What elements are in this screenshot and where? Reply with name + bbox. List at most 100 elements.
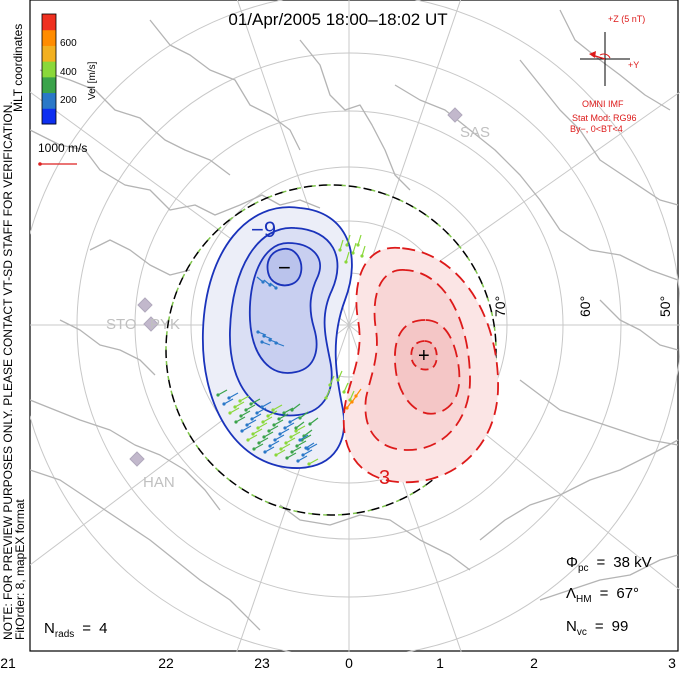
velocity-vector-origin <box>267 429 271 433</box>
coastline <box>519 59 679 206</box>
velocity-scale-label: 1000 m/s <box>38 141 87 155</box>
coastline <box>89 239 191 276</box>
velocity-vector <box>284 422 295 429</box>
n-rads-symbol: N <box>44 620 55 637</box>
latitude-labels: 70° 60° 50° <box>492 296 673 317</box>
velocity-vector-origin <box>350 400 354 404</box>
velocity-vector <box>278 413 289 420</box>
velocity-vector-origin <box>256 330 260 334</box>
velocity-vector-origin <box>268 338 272 342</box>
velocity-vector <box>329 375 335 386</box>
station-label-pyk: PYK <box>150 316 180 333</box>
velocity-vector-origin <box>249 402 253 406</box>
velocity-vector-origin <box>222 402 226 406</box>
velocity-vector <box>262 416 273 423</box>
velocity-vector-origin <box>263 450 267 454</box>
velocity-vector <box>295 425 306 432</box>
negative-potential-cell <box>202 206 353 469</box>
velocity-vector-origin <box>272 423 276 427</box>
lambda-hm-sub: HM <box>576 594 592 605</box>
velocity-vector-origin <box>227 396 231 400</box>
velocity-vector-origin <box>298 416 302 420</box>
coastline <box>30 469 261 631</box>
mlt-tick-1: 1 <box>436 655 444 671</box>
colorbar-swatch <box>42 92 56 109</box>
velocity-vector-origin <box>308 422 312 426</box>
velocity-vector <box>257 422 268 429</box>
velocity-vector <box>269 440 280 447</box>
velocity-vector-origin <box>256 426 260 430</box>
velocity-vector <box>275 449 286 456</box>
velocity-vector <box>235 416 246 423</box>
lat-label-50: 50° <box>657 296 673 317</box>
velocity-vector-origin <box>348 398 352 402</box>
station-marker-sas <box>447 107 463 123</box>
velocity-vector-origin <box>285 456 289 460</box>
velocity-vector-origin <box>294 426 298 430</box>
neg-extremum-marker: − <box>278 255 291 280</box>
velocity-vector <box>339 239 344 251</box>
velocity-vector <box>291 403 301 411</box>
velocity-vector-origin <box>257 441 261 445</box>
velocity-vector <box>346 234 351 246</box>
velocity-vector-origin <box>278 432 282 436</box>
station-markers <box>129 107 463 467</box>
velocity-vector-origin <box>245 423 249 427</box>
velocity-vector <box>258 437 269 444</box>
velocity-vector-origin <box>262 334 266 338</box>
velocity-vector <box>239 395 250 402</box>
coastline <box>39 69 231 176</box>
colorbar-swatch <box>42 29 56 46</box>
velocity-vector <box>290 431 301 438</box>
coastline <box>479 439 679 541</box>
velocity-vector-origin <box>234 420 238 424</box>
velocity-vector-origin <box>345 406 349 410</box>
n-vc-symbol: N <box>566 618 577 635</box>
velocity-vector <box>345 251 350 263</box>
coastline <box>30 399 221 511</box>
velocity-vector-origin <box>354 394 358 398</box>
map-layer: SAS STO PYK HAN 70° 60° 50° − <box>30 0 680 652</box>
velocity-vector-origin <box>304 446 308 450</box>
velocity-vector-origin <box>344 260 348 264</box>
velocity-vector <box>296 440 307 447</box>
n-vc-sub: vc <box>577 627 587 638</box>
imf-vector-head <box>589 51 596 58</box>
velocity-vector-origin <box>260 405 264 409</box>
velocity-vector-origin <box>338 248 342 252</box>
mlt-tick-21: 21 <box>0 655 16 671</box>
mlt-tick-0: 0 <box>345 655 353 671</box>
coastline <box>519 379 679 446</box>
velocity-vector-origin <box>274 453 278 457</box>
colorbar-label: Vel [m/s] <box>87 61 98 100</box>
mlt-tick-3: 3 <box>668 655 676 671</box>
velocity-vector-origin <box>279 447 283 451</box>
colorbar-frame <box>41 13 57 125</box>
station-marker-han <box>129 451 145 467</box>
velocity-vector-origin <box>261 420 265 424</box>
velocity-vector <box>251 413 262 420</box>
positive-potential-cell <box>342 247 499 484</box>
velocity-vector <box>229 407 240 414</box>
velocity-vectors <box>216 234 366 466</box>
n-rads-value: 4 <box>99 620 107 637</box>
n-vc-value: 99 <box>612 618 629 635</box>
velocity-vector-origin <box>277 417 281 421</box>
velocity-vector <box>325 388 331 399</box>
velocity-vector-origin <box>283 426 287 430</box>
velocity-vector <box>299 411 309 419</box>
station-label-sto: STO <box>106 316 137 333</box>
mlt-tick-2: 2 <box>530 655 538 671</box>
velocity-vector <box>343 382 349 393</box>
coastline <box>279 504 471 571</box>
velocity-vector <box>273 419 284 426</box>
velocity-vector <box>272 404 283 411</box>
station-marker-pyk <box>143 316 159 332</box>
colorbar-tick-200: 200 <box>60 95 77 106</box>
velocity-vector-origin <box>239 414 243 418</box>
velocity-vector <box>285 437 296 444</box>
coastline <box>59 319 156 376</box>
coastline <box>559 9 671 111</box>
velocity-vector-origin <box>294 429 298 433</box>
